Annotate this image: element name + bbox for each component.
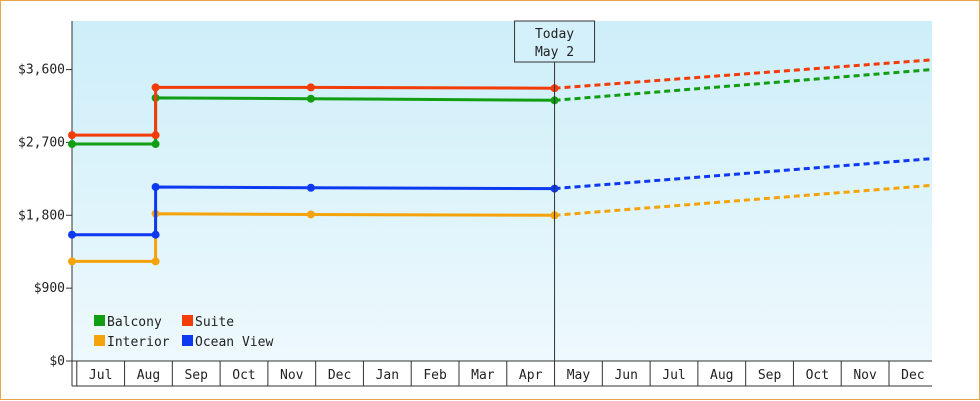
data-point (151, 257, 160, 266)
x-tick-label: Feb (423, 368, 447, 383)
legend-label: Ocean View (195, 335, 273, 350)
series-forecast-interior (554, 183, 933, 217)
x-tick-label: Jun (614, 368, 637, 383)
data-point (306, 210, 315, 219)
x-tick-label: Sep (758, 368, 782, 383)
legend-label: Suite (195, 315, 234, 330)
x-tick-label: Aug (137, 368, 160, 383)
y-tick-label: $1,800 (18, 208, 65, 223)
data-point (151, 182, 160, 191)
x-tick-label: Oct (232, 368, 255, 383)
y-tick-label: $3,600 (18, 63, 65, 78)
x-tick-label: May (567, 368, 591, 383)
today-date: May 2 (535, 45, 574, 60)
x-tick-label: Mar (471, 368, 495, 383)
x-tick-label: Nov (280, 368, 304, 383)
legend-swatch (182, 335, 193, 346)
today-box (514, 20, 596, 63)
y-tick-label: $900 (34, 281, 65, 296)
legend-label: Balcony (107, 315, 162, 330)
series-forecast-balcony (554, 68, 933, 102)
x-tick-label: Jul (662, 368, 685, 383)
data-point (68, 140, 76, 149)
legend-swatch (182, 315, 193, 326)
x-tick-label: Jul (89, 368, 112, 383)
today-label: Today (535, 27, 574, 42)
x-tick-label: Aug (710, 368, 733, 383)
series-forecast-suite (554, 58, 933, 90)
data-point (68, 131, 76, 140)
x-tick-label: Oct (806, 368, 829, 383)
legend-swatch (94, 315, 105, 326)
data-point (68, 257, 76, 266)
data-point (306, 83, 315, 92)
x-tick-label: Nov (853, 368, 877, 383)
x-tick-label: Dec (328, 368, 351, 383)
data-point (151, 230, 160, 239)
data-point (151, 140, 160, 149)
y-tick-label: $0 (49, 354, 65, 369)
x-tick-label: Dec (901, 368, 924, 383)
x-tick-label: Apr (519, 368, 543, 383)
legend-label: Interior (107, 335, 170, 350)
plot-area (72, 21, 932, 361)
data-point (151, 83, 160, 92)
y-tick-label: $2,700 (18, 135, 65, 150)
x-tick-label: Sep (184, 368, 208, 383)
data-point (68, 230, 76, 239)
legend-swatch (94, 335, 105, 346)
data-point (151, 131, 160, 140)
x-tick-label: Jan (376, 368, 399, 383)
data-point (306, 94, 315, 103)
series-forecast-ocean-view (554, 157, 933, 191)
data-point (306, 183, 315, 192)
